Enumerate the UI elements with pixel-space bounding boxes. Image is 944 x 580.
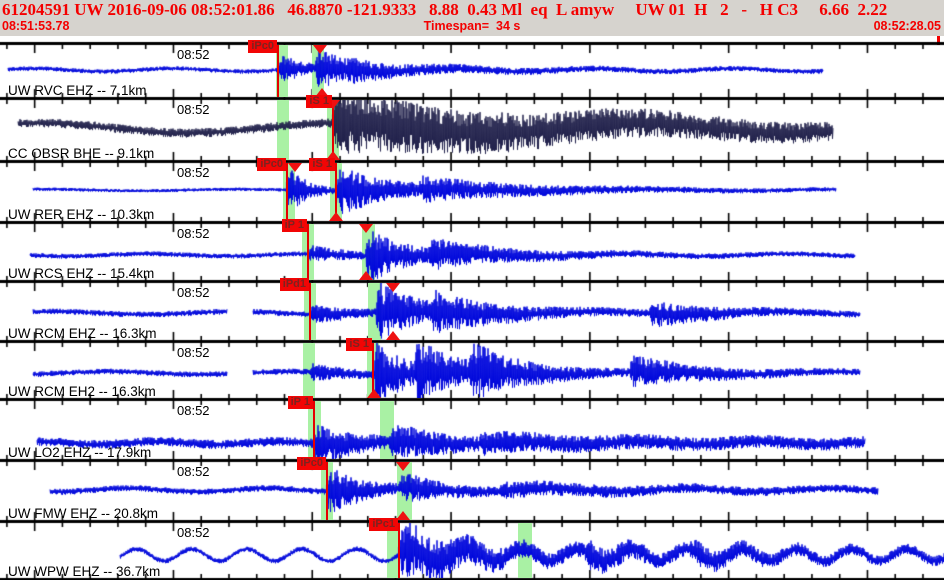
station-label: UW FMW EHZ -- 20.8km xyxy=(8,506,158,521)
station-label: UW WPW EHZ -- 36.7km xyxy=(8,564,161,579)
arrival-marker-down-icon[interactable] xyxy=(288,163,302,172)
waveform-trace[interactable] xyxy=(0,224,944,280)
waveform-trace[interactable] xyxy=(0,462,944,520)
minute-mark-label: 08:52 xyxy=(177,285,210,300)
trace-panel-rcm-4: iPd1 08:52 UW RCM EHZ -- 16.3km xyxy=(0,278,944,341)
arrival-marker-up-icon[interactable] xyxy=(329,212,343,221)
phase-pick-line[interactable] xyxy=(309,283,311,340)
phase-pick-flag[interactable]: iPc1 xyxy=(369,518,398,531)
phase-pick-line[interactable] xyxy=(277,45,279,97)
minute-mark-label: 08:52 xyxy=(177,464,210,479)
phase-pick-line[interactable] xyxy=(313,401,315,459)
phase-pick-flag[interactable]: iS 1 xyxy=(346,338,372,351)
minute-mark-label: 08:52 xyxy=(177,403,210,418)
phase-pick-flag[interactable]: iS 1 xyxy=(309,158,335,171)
station-label: UW RER EHZ -- 10.3km xyxy=(8,207,155,222)
waveform-trace[interactable] xyxy=(0,401,944,459)
phase-pick-line[interactable] xyxy=(398,523,400,578)
trace-panel-rcs-3: iP 1 08:52 UW RCS EHZ -- 15.4km xyxy=(0,219,944,281)
station-label: UW RCM EHZ -- 16.3km xyxy=(8,326,157,341)
minute-mark-label: 08:52 xyxy=(177,226,210,241)
waveform-trace[interactable] xyxy=(0,523,944,578)
arrival-marker-up-icon[interactable] xyxy=(396,511,410,520)
phase-pick-flag[interactable]: iPc0 xyxy=(257,158,286,171)
station-label: CC OBSR BHE -- 9.1km xyxy=(8,146,155,161)
phase-pick-flag[interactable]: iP 1 xyxy=(287,396,313,409)
trace-panel-rer-2: iPc0 iS 1 08:52 UW RER EHZ -- 10.3km xyxy=(0,158,944,222)
station-label: UW LO2 EHZ -- 17.9km xyxy=(8,445,152,460)
phase-pick-flag[interactable]: iPc0 xyxy=(248,40,277,53)
minute-mark-label: 08:52 xyxy=(177,102,210,117)
arrival-marker-down-icon[interactable] xyxy=(313,45,327,54)
trace-panel-lo2-6: iP 1 08:52 UW LO2 EHZ -- 17.9km xyxy=(0,396,944,460)
arrival-marker-up-icon[interactable] xyxy=(326,151,340,160)
trace-panel-wpw-8: iPc1 08:52 UW WPW EHZ -- 36.7km xyxy=(0,518,944,579)
waveform-trace[interactable] xyxy=(0,343,944,398)
arrival-marker-up-icon[interactable] xyxy=(386,331,400,340)
phase-pick-line[interactable] xyxy=(372,343,374,398)
waveform-trace[interactable] xyxy=(0,45,944,97)
minute-mark-label: 08:52 xyxy=(177,525,210,540)
trace-panel-obsr-1: iS 1 08:52 CC OBSR BHE -- 9.1km xyxy=(0,95,944,161)
trace-panel-rvc-0: iPc0 08:52 UW RVC EHZ -- 7.1km xyxy=(0,40,944,98)
phase-pick-line[interactable] xyxy=(335,163,337,221)
waveform-trace[interactable] xyxy=(0,100,944,160)
waveform-trace[interactable] xyxy=(0,163,944,221)
phase-pick-line[interactable] xyxy=(286,163,288,221)
phase-pick-flag[interactable]: iPc0 xyxy=(297,457,326,470)
arrival-marker-down-icon[interactable] xyxy=(386,283,400,292)
phase-pick-flag[interactable]: iS 1 xyxy=(306,95,332,108)
arrival-marker-down-icon[interactable] xyxy=(359,224,373,233)
waveform-trace[interactable] xyxy=(0,283,944,340)
station-label: UW RCM EH2 -- 16.3km xyxy=(8,384,156,399)
trace-panel-rcm-5: iS 1 08:52 UW RCM EH2 -- 16.3km xyxy=(0,338,944,399)
minute-mark-label: 08:52 xyxy=(177,47,210,62)
phase-pick-line[interactable] xyxy=(307,224,309,280)
station-label: UW RVC EHZ -- 7.1km xyxy=(8,83,147,98)
arrival-marker-up-icon[interactable] xyxy=(367,389,381,398)
arrival-marker-up-icon[interactable] xyxy=(359,271,373,280)
minute-mark-label: 08:52 xyxy=(177,345,210,360)
phase-pick-line[interactable] xyxy=(332,100,334,160)
arrival-marker-down-icon[interactable] xyxy=(326,100,340,109)
arrival-marker-down-icon[interactable] xyxy=(396,462,410,471)
phase-pick-flag[interactable]: iP 1 xyxy=(281,219,307,232)
arrival-marker-up-icon[interactable] xyxy=(315,88,329,97)
trace-panel-fmw-7: iPc0 08:52 UW FMW EHZ -- 20.8km xyxy=(0,457,944,521)
phase-pick-line[interactable] xyxy=(326,462,328,520)
minute-mark-label: 08:52 xyxy=(177,165,210,180)
phase-pick-flag[interactable]: iPd1 xyxy=(279,278,309,291)
station-label: UW RCS EHZ -- 15.4km xyxy=(8,266,155,281)
